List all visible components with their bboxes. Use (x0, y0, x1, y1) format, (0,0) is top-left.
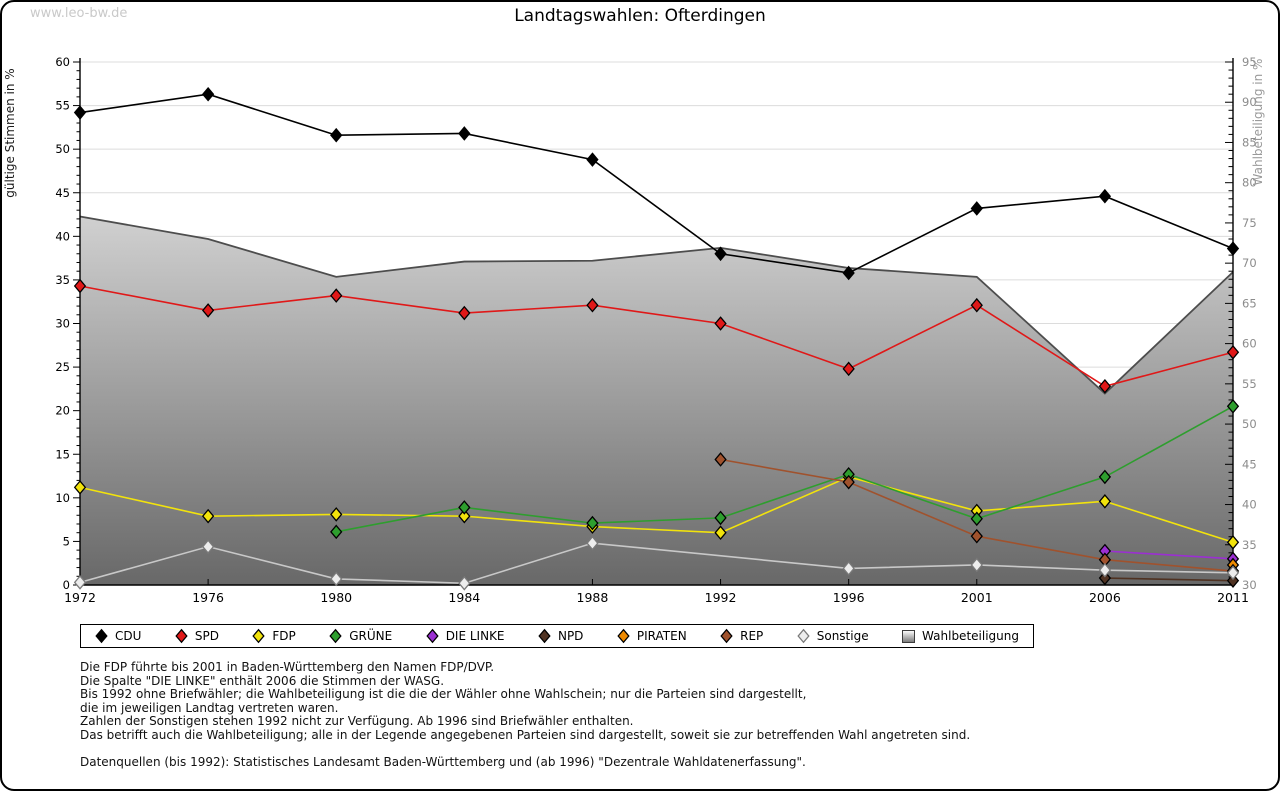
note-line: Das betrifft auch die Wahlbeteiligung; a… (80, 727, 971, 742)
series-Sonstige (73, 535, 1240, 591)
note-line: Bis 1992 ohne Briefwähler; die Wahlbetei… (80, 687, 807, 701)
watermark-url: www.leo-bw.de (30, 6, 128, 21)
svg-text:25: 25 (55, 360, 70, 374)
svg-text:30: 30 (55, 317, 70, 331)
svg-text:1996: 1996 (833, 590, 865, 605)
legend-item-DIE LINKE: DIE LINKE (426, 628, 505, 644)
legend-label: DIE LINKE (445, 629, 505, 643)
legend-label: FDP (272, 629, 296, 643)
diamond-marker-icon (426, 628, 439, 644)
diamond-marker-icon (329, 628, 342, 644)
legend-item-NPD: NPD (538, 628, 583, 644)
series-NPD (1098, 570, 1240, 588)
series-CDU (73, 86, 1240, 281)
svg-text:60: 60 (55, 55, 70, 69)
svg-text:35: 35 (55, 273, 70, 287)
svg-text:55: 55 (55, 99, 70, 113)
svg-text:40: 40 (1242, 498, 1257, 512)
svg-text:65: 65 (1242, 296, 1257, 310)
legend-label: Wahlbeteiligung (922, 629, 1019, 643)
svg-text:90: 90 (1242, 95, 1257, 109)
note-line: die im jeweiligen Landtag vertreten ware… (80, 700, 339, 715)
svg-text:30: 30 (1242, 578, 1257, 592)
svg-text:1980: 1980 (320, 590, 352, 605)
svg-text:1992: 1992 (705, 590, 737, 605)
legend-item-PIRATEN: PIRATEN (617, 628, 687, 644)
svg-text:2006: 2006 (1089, 590, 1121, 605)
svg-text:35: 35 (1242, 538, 1257, 552)
svg-text:95: 95 (1242, 55, 1257, 69)
diamond-marker-icon (720, 628, 733, 644)
note-line: Die Spalte "DIE LINKE" enthält 2006 die … (80, 673, 445, 688)
legend-item-Wahlbeteiligung: Wahlbeteiligung (902, 629, 1019, 643)
svg-text:Wahlbeteiligung in %: Wahlbeteiligung in % (1251, 59, 1265, 186)
legend-label: Sonstige (816, 629, 869, 643)
legend-label: NPD (557, 629, 584, 643)
note-line: Zahlen der Sonstigen stehen 1992 nicht z… (80, 714, 634, 728)
svg-text:1988: 1988 (577, 590, 609, 605)
svg-text:80: 80 (1242, 176, 1257, 190)
axes (79, 58, 1234, 586)
left-axis: 0 5 10 15 20 25 30 35 40 45 50 55 60 gültige Stimmen … (3, 55, 80, 592)
svg-text:85: 85 (1242, 135, 1257, 149)
note-line: Datenquellen (bis 1992): Statistisches L… (80, 754, 806, 769)
election-line-chart: 0 5 10 15 20 25 30 35 40 45 50 55 60 gültige Stimmen … (3, 55, 1265, 605)
diamond-marker-icon (252, 628, 266, 644)
diamond-marker-icon (797, 628, 810, 644)
svg-text:40: 40 (55, 229, 70, 243)
svg-text:2011: 2011 (1217, 590, 1249, 605)
legend-item-REP: REP (720, 628, 763, 644)
svg-text:1972: 1972 (64, 590, 96, 605)
legend-item-FDP: FDP (252, 628, 296, 644)
series-SPD (73, 278, 1240, 394)
svg-text:60: 60 (1242, 337, 1257, 351)
x-axis: 1972 1976 1980 1984 1988 1992 1996 2001 2006 2011 (64, 579, 1249, 605)
svg-text:55: 55 (1242, 377, 1257, 391)
footnotes: Die FDP führte bis 2001 in Baden-Württem… (80, 660, 971, 769)
svg-text:50: 50 (55, 142, 70, 156)
svg-text:15: 15 (55, 447, 70, 461)
svg-text:70: 70 (1242, 256, 1257, 270)
legend-item-SPD: SPD (175, 628, 219, 644)
diamond-marker-icon (617, 628, 630, 644)
series-FDP (73, 469, 1240, 550)
svg-text:75: 75 (1242, 216, 1257, 230)
svg-text:gültige Stimmen in %: gültige Stimmen in % (3, 68, 17, 197)
svg-text:5: 5 (63, 534, 70, 548)
svg-text:1984: 1984 (448, 590, 480, 605)
turnout-area-swatch (902, 629, 916, 643)
note-line: Die FDP führte bis 2001 in Baden-Württem… (80, 660, 495, 674)
legend-label: PIRATEN (636, 629, 687, 643)
diamond-marker-icon (175, 628, 188, 644)
chart-title: Landtagswahlen: Ofterdingen (514, 6, 766, 26)
legend-item-CDU: CDU (95, 628, 141, 644)
svg-text:0: 0 (63, 578, 70, 592)
chart-legend: CDU SPD FDP GRÜNE DIE LINKE NPD PIRATEN REP Sons… (80, 624, 1034, 648)
right-axis: 30 35 40 45 50 55 60 65 70 75 80 85 90 95Wahlbeteilig… (1225, 55, 1265, 592)
legend-label: SPD (194, 629, 219, 643)
legend-label: CDU (115, 629, 142, 643)
svg-text:50: 50 (1242, 417, 1257, 431)
note-line (80, 742, 970, 756)
diamond-marker-icon (95, 628, 108, 644)
diamond-marker-icon (538, 628, 551, 644)
svg-text:2001: 2001 (961, 590, 993, 605)
turnout-area-series (79, 215, 1234, 586)
legend-item-GRÜNE: GRÜNE (329, 628, 392, 644)
legend-label: GRÜNE (349, 629, 393, 643)
svg-text:45: 45 (1242, 457, 1257, 471)
legend-label: REP (740, 629, 764, 643)
svg-text:10: 10 (55, 491, 70, 505)
svg-text:20: 20 (55, 404, 70, 418)
legend-item-Sonstige: Sonstige (797, 628, 869, 644)
svg-text:1976: 1976 (192, 590, 224, 605)
svg-text:45: 45 (55, 186, 70, 200)
